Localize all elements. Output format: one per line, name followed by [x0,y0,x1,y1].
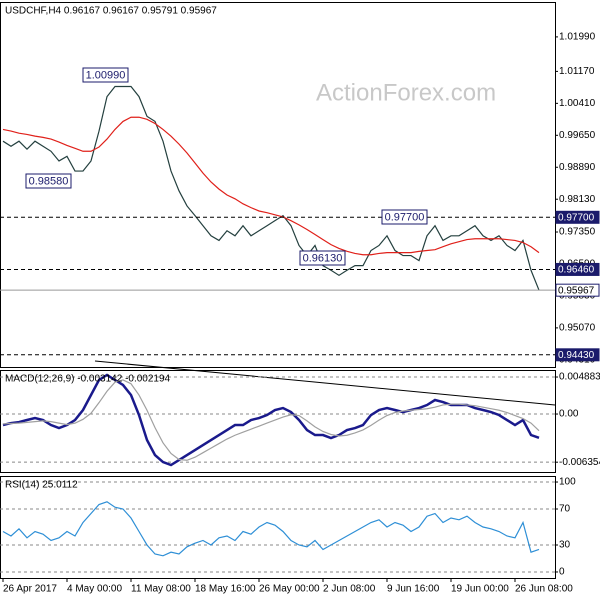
level-box [555,262,600,276]
y-tick-label: 0.99650 [559,130,596,141]
annotation-box [299,250,346,266]
series-line [2,501,540,557]
level-box [555,348,600,362]
annotation-label: 0.98580 [29,175,69,187]
panel [0,370,556,473]
level-label: 0.95967 [558,285,595,296]
y-tick-label: 0 [559,567,565,578]
y-tick-label: 1.01170 [559,66,595,77]
annotation-label: 1.00990 [86,69,126,81]
x-tick-label: 2 Jun 08:00 [323,584,376,595]
x-tick-label: 11 May 08:00 [131,584,191,595]
panel-title: USDCHF,H4 0.96167 0.96167 0.95791 0.9596… [5,6,217,17]
x-tick-label: 18 May 16:00 [195,584,256,595]
annotation-box [82,67,129,83]
annotation-box [381,209,428,225]
level-label: 0.97700 [558,212,595,223]
y-tick-label: 0.95070 [559,323,596,334]
y-tick-label: 0.004883 [559,372,600,383]
series-line [2,379,540,461]
x-tick-label: 26 Jun 08:00 [515,584,573,595]
x-tick-label: 26 May 00:00 [259,584,320,595]
panel [0,2,556,368]
panel-title: MACD(12,26,9) -0.003142 -0.002194 [5,374,171,385]
y-tick-label: 70 [559,504,571,515]
y-tick-label: 0.98130 [559,194,596,205]
x-tick-label: 4 May 00:00 [67,584,122,595]
y-tick-label: 0.98890 [559,162,596,173]
annotation-label: 0.96130 [303,252,343,264]
series-line [2,116,540,256]
annotation-label: 0.97700 [385,211,425,223]
x-tick-label: 26 Apr 2017 [3,584,57,595]
y-tick-label: -0.006354 [559,457,600,468]
level-label: 0.96460 [558,265,595,276]
y-tick-label: 100 [559,477,576,488]
level-box [555,283,600,297]
level-box [555,210,600,224]
panel-title: RSI(14) 25.0112 [5,480,78,491]
series-line [2,85,540,291]
annotation-box [25,173,72,189]
x-tick-label: 9 Jun 16:00 [387,584,440,595]
trend-line [94,360,556,406]
level-label: 0.94430 [558,350,595,361]
y-tick-label: 1.00410 [559,98,596,109]
y-tick-label: 30 [559,540,571,551]
y-tick-label: 0.00 [559,409,579,420]
y-tick-label: 0.97350 [559,227,596,238]
watermark: ActionForex.com [316,79,496,106]
y-tick-label: 1.01990 [559,32,596,43]
x-tick-label: 19 Jun 00:00 [451,584,509,595]
